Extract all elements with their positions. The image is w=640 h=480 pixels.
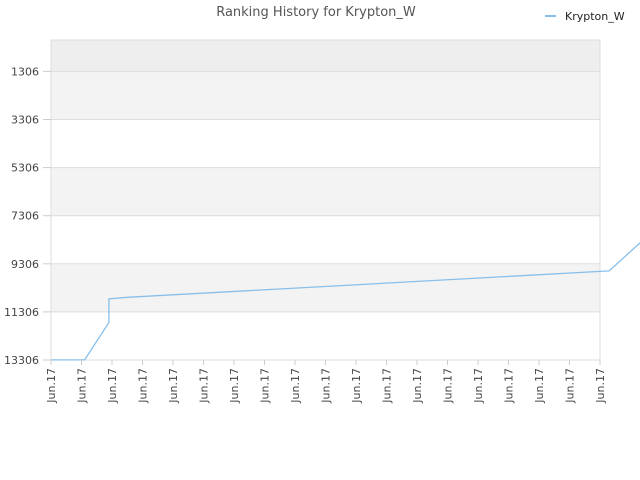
x-axis: Jun.17 Jun.17 Jun.17 Jun.17 Jun.17 Jun.17 Jun.… <box>45 360 607 404</box>
x-tick-label: Jun.17 <box>137 368 150 404</box>
x-tick-label: Jun.17 <box>503 368 516 404</box>
plot-band <box>51 167 600 216</box>
legend: Krypton_W <box>545 10 625 23</box>
x-tick-label: Jun.17 <box>594 368 607 404</box>
series-layer <box>51 241 640 361</box>
x-tick-label: Jun.17 <box>76 368 89 404</box>
y-tick-label: 7306 <box>11 210 39 223</box>
x-tick-label: Jun.17 <box>381 368 394 404</box>
plot-band <box>51 40 600 72</box>
legend-label: Krypton_W <box>565 10 625 23</box>
plot-band <box>51 311 600 360</box>
gridlines <box>51 70 600 361</box>
plot-band <box>51 263 600 312</box>
plot-band <box>51 215 600 264</box>
plot-band <box>51 71 600 120</box>
x-tick-label: Jun.17 <box>472 368 485 404</box>
y-tick-label: 5306 <box>11 162 39 175</box>
x-tick-label: Jun.17 <box>442 368 455 404</box>
chart-title: Ranking History for Krypton_W <box>216 5 416 20</box>
y-tick-label: 13306 <box>4 354 39 367</box>
x-tick-label: Jun.17 <box>198 368 211 404</box>
y-tick-label: 11306 <box>4 306 39 319</box>
y-tick-label: 1306 <box>11 65 39 78</box>
plot-background-bands <box>51 40 600 360</box>
x-tick-label: Jun.17 <box>564 368 577 404</box>
x-tick-label: Jun.17 <box>167 368 180 404</box>
x-tick-label: Jun.17 <box>533 368 546 404</box>
x-tick-label: Jun.17 <box>228 368 241 404</box>
x-tick-label: Jun.17 <box>106 368 119 404</box>
plot-band <box>51 119 600 168</box>
y-tick-label: 3306 <box>11 114 39 127</box>
x-tick-label: Jun.17 <box>289 368 302 404</box>
y-axis: 1306 3306 5306 7306 9306 11306 13306 <box>4 65 51 367</box>
x-tick-label: Jun.17 <box>411 368 424 404</box>
x-tick-label: Jun.17 <box>259 368 272 404</box>
x-tick-label: Jun.17 <box>45 368 58 404</box>
y-tick-label: 9306 <box>11 258 39 271</box>
series-line <box>51 241 640 361</box>
x-tick-label: Jun.17 <box>350 368 363 404</box>
x-tick-label: Jun.17 <box>320 368 333 404</box>
